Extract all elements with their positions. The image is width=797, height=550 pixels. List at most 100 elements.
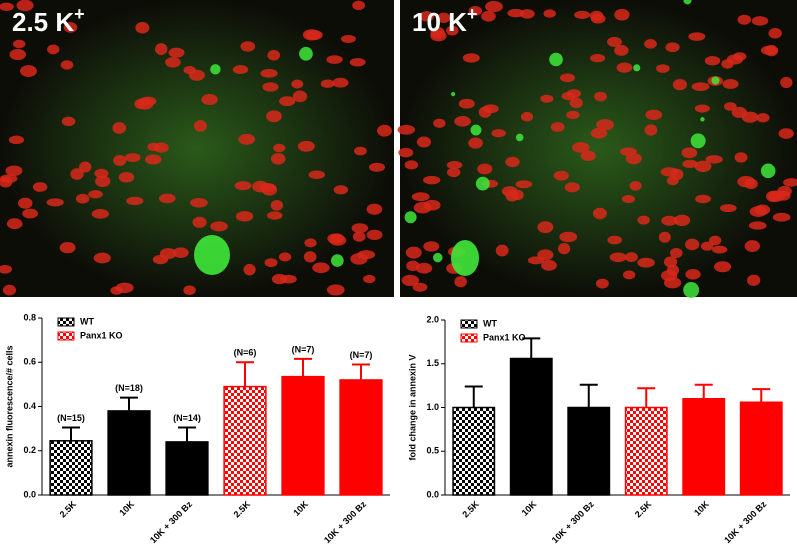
nucleus: [262, 82, 279, 92]
green-spot: [210, 64, 221, 75]
bar: [339, 379, 383, 496]
nucleus: [669, 247, 683, 259]
nucleus: [670, 168, 684, 181]
nucleus: [700, 241, 714, 251]
nucleus: [234, 181, 252, 191]
nucleus: [685, 238, 700, 251]
n-label: (N=7): [350, 350, 373, 360]
nucleus: [737, 14, 752, 25]
x-tick-label: 10K: [117, 499, 136, 518]
nucleus: [270, 199, 283, 211]
nucleus: [719, 204, 737, 213]
nucleus: [8, 135, 25, 145]
nucleus: [159, 248, 177, 260]
x-tick-label: 2.5K: [633, 499, 654, 520]
nucleus: [235, 211, 254, 222]
n-label: (N=7): [292, 344, 315, 354]
bar: [165, 441, 209, 496]
nucleus: [303, 251, 317, 263]
nucleus: [368, 162, 386, 172]
nucleus: [491, 129, 506, 138]
legend-swatch: [57, 331, 75, 341]
nucleus: [124, 153, 141, 163]
y-tick-label: 0.5: [426, 446, 439, 456]
legend-label: WT: [483, 318, 497, 328]
nucleus: [658, 231, 671, 243]
nucleus: [537, 221, 554, 234]
y-tick-label: 2.0: [426, 314, 439, 324]
chart: 0.0 0.5 1.0 1.5 2.0 fold change in annexin V 2…: [407, 314, 790, 545]
bar: [682, 398, 726, 496]
y-tick-label: 0.2: [23, 445, 36, 455]
nucleus: [619, 147, 637, 156]
nucleus: [681, 147, 698, 159]
nucleus: [95, 175, 111, 188]
x-tick-label: 10K + 300 Bz: [322, 499, 369, 546]
nucleus: [485, 0, 503, 13]
n-label: (N=15): [57, 413, 85, 423]
nucleus: [454, 116, 471, 127]
nucleus: [462, 53, 480, 63]
x-tick-label: 10K: [692, 499, 711, 518]
nucleus: [243, 263, 256, 276]
legend-swatch: [460, 319, 478, 329]
nucleus: [88, 190, 103, 199]
y-tick-label: 0.4: [23, 401, 36, 411]
x-tick-label: 10K: [520, 499, 539, 518]
nucleus: [415, 262, 433, 274]
nucleus: [780, 76, 793, 89]
panel-label: 10 K+: [412, 4, 477, 37]
nucleus: [458, 98, 475, 109]
nucleus: [540, 94, 554, 103]
nucleus: [596, 119, 614, 131]
nucleus: [292, 90, 308, 103]
green-spot: [690, 133, 706, 149]
green-spot: [760, 163, 776, 179]
nucleus: [419, 11, 434, 22]
nucleus: [430, 26, 445, 39]
nucleus: [515, 180, 533, 189]
panel-label-text: 10 K: [412, 7, 467, 37]
green-spot: [470, 124, 482, 136]
nucleus: [312, 262, 330, 274]
nucleus: [70, 168, 84, 180]
nucleus: [589, 53, 606, 63]
y-tick-label: 0.6: [23, 357, 36, 367]
nucleus: [501, 186, 518, 197]
nucleus: [60, 60, 74, 70]
nucleus: [135, 21, 150, 34]
nucleus: [238, 133, 256, 145]
bar: [509, 357, 553, 496]
nucleus: [520, 111, 534, 122]
nucleus: [279, 96, 296, 106]
nucleus: [144, 154, 162, 165]
nucleus: [705, 155, 723, 164]
nucleus: [685, 269, 701, 280]
nucleus: [363, 274, 376, 284]
nucleus: [708, 235, 722, 246]
nucleus: [366, 203, 383, 215]
y-tick-label: 0.0: [426, 489, 439, 499]
nucleus: [478, 106, 492, 118]
green-spot: [404, 211, 417, 224]
bar: [624, 406, 668, 496]
nucleus: [271, 273, 288, 285]
micrograph: 10 K+: [397, 0, 797, 298]
nucleus: [397, 124, 415, 135]
green-spot: [683, 282, 700, 298]
nucleus: [18, 197, 33, 209]
nucleus: [637, 257, 655, 268]
nucleus: [446, 161, 463, 170]
nucleus: [594, 91, 607, 102]
nucleus: [590, 13, 606, 24]
nucleus: [32, 182, 48, 192]
nucleus: [682, 159, 698, 169]
nucleus: [737, 176, 755, 188]
nucleus: [297, 140, 315, 152]
n-label: (N=14): [173, 413, 201, 423]
nucleus: [572, 142, 590, 153]
nucleus: [447, 167, 461, 178]
nucleus: [756, 113, 770, 123]
nucleus: [267, 50, 281, 61]
nucleus: [172, 247, 189, 258]
